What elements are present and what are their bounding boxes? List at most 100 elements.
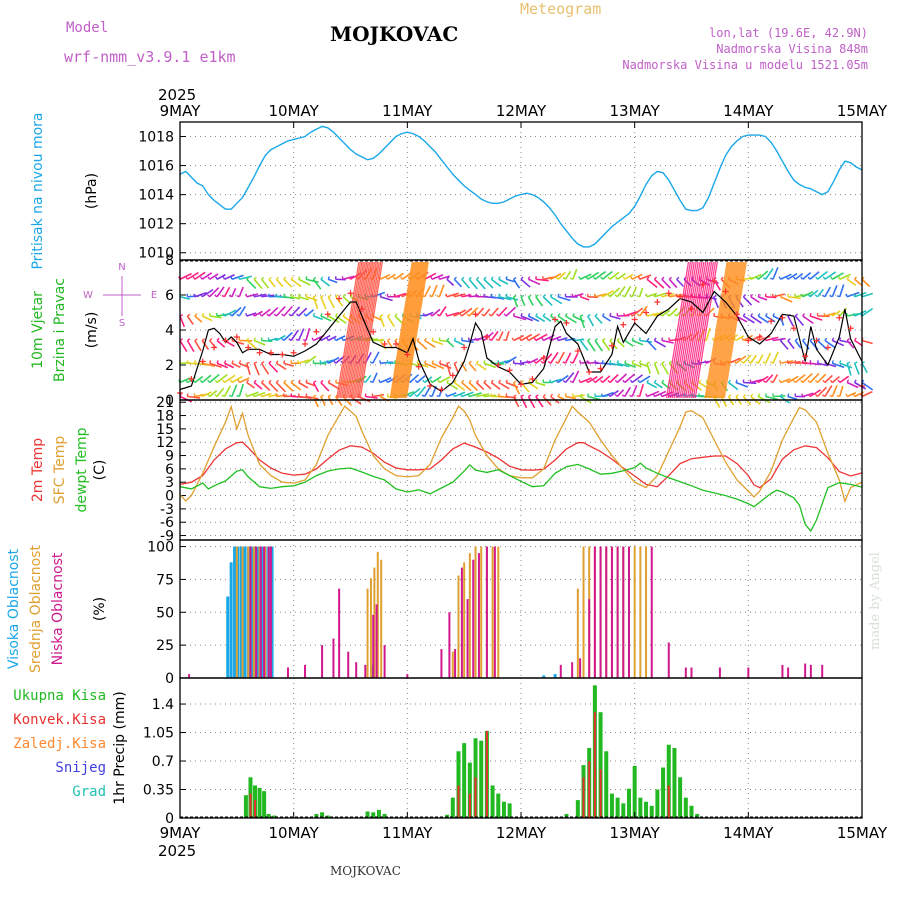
wind-barb bbox=[275, 362, 287, 370]
wind-gust-marker bbox=[768, 318, 775, 325]
wind-barb bbox=[416, 360, 419, 364]
wind-gust-marker bbox=[631, 316, 638, 323]
wind-barb bbox=[792, 379, 796, 383]
wind-barb-streak bbox=[722, 261, 746, 399]
wind-barb-streak bbox=[705, 261, 730, 399]
wind-barb bbox=[505, 293, 508, 297]
wind-barb bbox=[831, 337, 835, 341]
wind-barb bbox=[394, 313, 398, 317]
cloud-bar bbox=[667, 642, 670, 678]
wind-barb bbox=[750, 273, 762, 280]
wind-barb bbox=[829, 379, 833, 383]
wind-barb bbox=[281, 313, 285, 317]
wind-barb bbox=[772, 374, 779, 383]
wind-barb bbox=[846, 381, 859, 389]
wind-barb bbox=[653, 379, 657, 383]
wind-barb-streak bbox=[347, 261, 371, 399]
wind-barb bbox=[275, 381, 287, 393]
wind-barb bbox=[520, 276, 524, 280]
wind-barb bbox=[268, 381, 279, 393]
wind-barb bbox=[503, 338, 507, 342]
wind-barb bbox=[201, 340, 210, 350]
wind-barb bbox=[645, 393, 648, 397]
wind-barb bbox=[468, 360, 472, 364]
wind-barb-streak bbox=[390, 261, 414, 399]
wind-barb bbox=[445, 293, 448, 297]
wind-barb bbox=[229, 313, 233, 317]
clouds-ytick-label: 0 bbox=[165, 671, 174, 687]
wind-barb bbox=[629, 379, 633, 383]
wind-barb bbox=[527, 296, 534, 306]
wind-barb bbox=[569, 361, 574, 364]
temperature-ytick-label: -6 bbox=[160, 515, 174, 531]
wind-barb bbox=[636, 295, 640, 298]
wind-barb bbox=[380, 361, 394, 365]
x-tick-label-top: 13MAY bbox=[610, 102, 661, 120]
wind-gust-marker bbox=[552, 316, 559, 323]
wind-barb-streak bbox=[405, 261, 429, 399]
wind-barb bbox=[814, 294, 818, 298]
wind-barb bbox=[236, 394, 240, 398]
wind-barb bbox=[704, 360, 707, 364]
wind-barb bbox=[327, 396, 334, 406]
wind-gust-marker bbox=[688, 306, 695, 312]
wind-barb bbox=[829, 294, 833, 298]
wind-barb bbox=[275, 379, 280, 384]
wind-barb bbox=[794, 273, 804, 280]
wind-barb bbox=[252, 293, 255, 297]
wind-barb bbox=[822, 276, 826, 280]
wind-barb bbox=[283, 278, 293, 288]
wind-barb bbox=[836, 295, 840, 298]
wind-barb bbox=[779, 393, 783, 397]
wind-barb bbox=[846, 338, 850, 342]
cloud-bar bbox=[588, 599, 591, 678]
wind-barb bbox=[216, 360, 219, 364]
wind-barb bbox=[756, 379, 759, 383]
wind-barb bbox=[320, 315, 332, 322]
wind-barb bbox=[266, 313, 270, 317]
wind-barb bbox=[631, 339, 644, 346]
wind-barb bbox=[733, 360, 737, 364]
wind-gust-marker bbox=[677, 293, 684, 300]
wind-barb bbox=[564, 270, 572, 280]
wind-barb bbox=[601, 340, 611, 351]
clouds-ytick-label: 75 bbox=[156, 572, 174, 588]
cloud-bar bbox=[239, 546, 243, 678]
wind-barb bbox=[230, 276, 233, 280]
wind-barb bbox=[587, 313, 591, 317]
wind-barb bbox=[261, 276, 265, 280]
wind-barb bbox=[283, 362, 294, 367]
wind-barb bbox=[616, 286, 626, 298]
wind-barb bbox=[607, 393, 611, 397]
wind-barb bbox=[429, 313, 433, 317]
wind-barb bbox=[637, 276, 641, 280]
wind-barb bbox=[728, 379, 731, 383]
wind-gust-marker bbox=[597, 365, 604, 372]
wind-barb-streak bbox=[704, 261, 728, 399]
wind-barb bbox=[779, 293, 783, 298]
wind-barb bbox=[327, 381, 340, 390]
wind-barb bbox=[379, 393, 383, 397]
wind-barb bbox=[807, 276, 811, 280]
wind-barb-streak bbox=[389, 261, 413, 399]
wind-barb bbox=[661, 278, 671, 289]
wind-gust-marker bbox=[427, 383, 434, 389]
wind-barb bbox=[445, 393, 448, 397]
wind-barb bbox=[186, 271, 199, 280]
wind-barb bbox=[327, 296, 335, 309]
wind-barb bbox=[623, 312, 626, 317]
wind-ytick-label: 4 bbox=[165, 323, 174, 339]
wind-barb bbox=[208, 360, 212, 364]
wind-barb bbox=[194, 340, 202, 352]
wind-barb bbox=[305, 381, 315, 387]
wind-barb bbox=[587, 340, 596, 352]
wind-barb bbox=[261, 294, 275, 298]
wind-barb bbox=[305, 393, 308, 397]
wind-gust-marker bbox=[302, 341, 309, 347]
wind-barb bbox=[261, 392, 272, 398]
wind-barb bbox=[216, 286, 225, 298]
wind-barb bbox=[564, 372, 575, 384]
wind-barb bbox=[720, 396, 728, 407]
wind-barb bbox=[822, 394, 826, 398]
